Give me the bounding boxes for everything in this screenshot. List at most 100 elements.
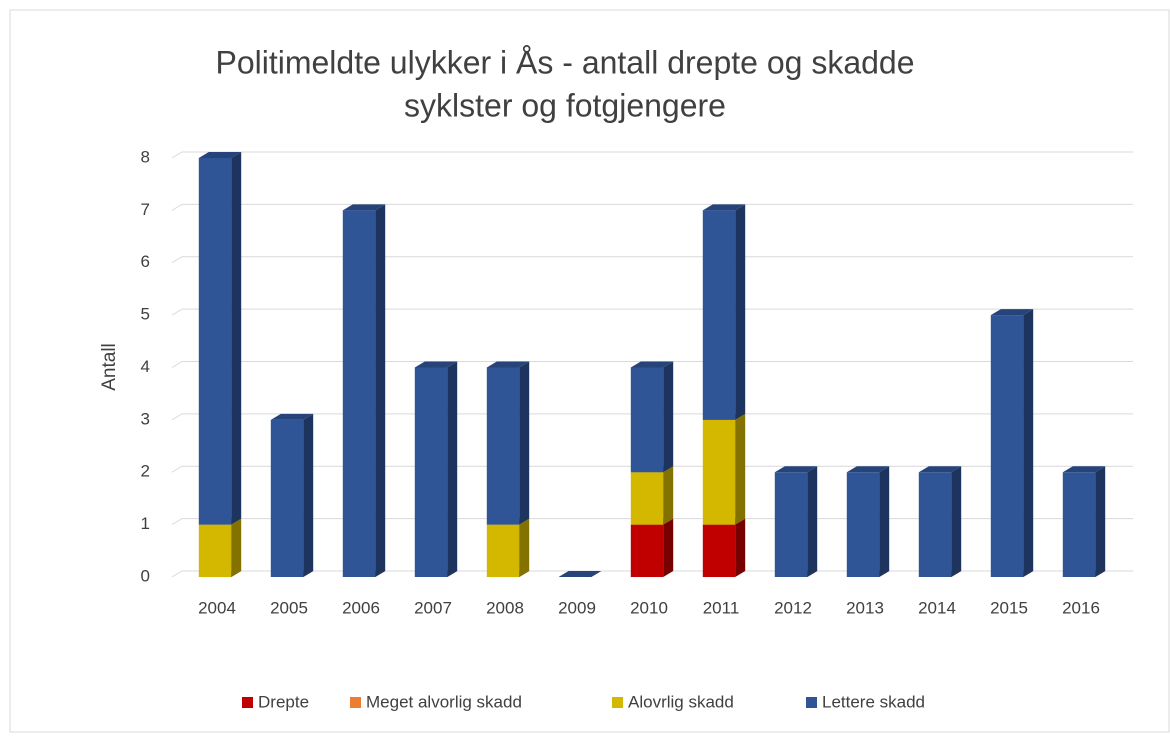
legend-label: Alovrlig skadd [628, 692, 734, 711]
legend-swatch [350, 697, 361, 708]
y-tick-label: 4 [141, 357, 150, 376]
bar-top [990, 309, 1034, 316]
bar-segment [774, 466, 818, 577]
bar-segment [558, 571, 602, 577]
bar-side [807, 466, 818, 577]
bar-front [198, 524, 232, 577]
bar-side [303, 413, 314, 577]
bar-front [630, 367, 664, 473]
grid-line [171, 203, 1133, 211]
bar-top [558, 571, 602, 577]
bar-top [1062, 466, 1106, 473]
bar-segment [198, 152, 242, 525]
bar-front [1062, 472, 1096, 577]
bar-side [663, 466, 674, 525]
bar-side [663, 518, 674, 577]
bar-top [486, 361, 530, 368]
y-tick-label: 1 [141, 514, 150, 533]
bar-front [702, 524, 736, 577]
bar-side [375, 204, 386, 577]
x-tick-label: 2004 [198, 598, 236, 617]
bar-front [774, 472, 808, 577]
bar-front [918, 472, 952, 577]
bar-side [231, 152, 242, 525]
bar-segment [630, 518, 674, 577]
bar-side [519, 361, 530, 525]
bar-top [270, 413, 314, 420]
bar-side [735, 518, 746, 577]
legend-label: Meget alvorlig skadd [366, 692, 522, 711]
bar-segment [342, 204, 386, 577]
bar-side [1023, 309, 1034, 577]
bar-side [735, 204, 746, 420]
legend-label: Drepte [258, 692, 309, 711]
legend-swatch [242, 697, 253, 708]
bar-top [918, 466, 962, 473]
bar-side [663, 361, 674, 473]
bar-segment [270, 413, 314, 577]
bar-front [198, 158, 232, 525]
bar-top [198, 152, 242, 158]
y-tick-label: 2 [141, 462, 150, 481]
legend-label: Lettere skadd [822, 692, 925, 711]
grid-line [171, 413, 1133, 421]
bar-front [486, 367, 520, 525]
legend-swatch [806, 697, 817, 708]
bar-segment [630, 361, 674, 473]
bar-segment [198, 518, 242, 577]
grid-line [171, 256, 1133, 264]
grid-line [171, 151, 1133, 159]
bar-segment [630, 466, 674, 525]
y-tick-label: 5 [141, 305, 150, 324]
y-tick-label: 7 [141, 200, 150, 219]
legend-swatch [612, 697, 623, 708]
bar-segment [702, 413, 746, 525]
bar-top [414, 361, 458, 368]
bar-front [630, 524, 664, 577]
y-tick-label: 8 [141, 147, 150, 166]
bar-segment [990, 309, 1034, 577]
bar-segment [486, 361, 530, 525]
bar-side [519, 518, 530, 577]
x-tick-label: 2015 [990, 598, 1028, 617]
bar-segment [846, 466, 890, 577]
x-tick-label: 2007 [414, 598, 452, 617]
bar-front [486, 524, 520, 577]
x-tick-label: 2008 [486, 598, 524, 617]
bar-front [630, 472, 664, 525]
grid-line [171, 361, 1133, 368]
bar-segment [702, 204, 746, 420]
x-tick-label: 2013 [846, 598, 884, 617]
x-tick-label: 2005 [270, 598, 308, 617]
y-tick-label: 6 [141, 252, 150, 271]
bar-top [774, 466, 818, 473]
bar-front [342, 210, 376, 577]
bar-front [270, 419, 304, 577]
bar-top [630, 361, 674, 368]
bar-side [1095, 466, 1106, 577]
bar-side [951, 466, 962, 577]
grid-line [171, 308, 1133, 316]
x-tick-label: 2014 [918, 598, 956, 617]
x-tick-label: 2012 [774, 598, 812, 617]
y-tick-label: 3 [141, 409, 150, 428]
y-tick-label: 0 [141, 566, 150, 585]
bar-side [735, 413, 746, 525]
bar-top [342, 204, 386, 211]
x-tick-label: 2010 [630, 598, 668, 617]
bar-front [990, 315, 1024, 577]
bar-top [846, 466, 890, 473]
x-tick-label: 2006 [342, 598, 380, 617]
chart-title: syklster og fotgjengere [404, 87, 726, 123]
bar-front [414, 367, 448, 577]
bar-front [846, 472, 880, 577]
y-axis-label: Antall [99, 343, 120, 391]
x-tick-label: 2009 [558, 598, 596, 617]
bar-front [702, 419, 736, 525]
bar-segment [1062, 466, 1106, 577]
bar-side [879, 466, 890, 577]
chart-title: Politimeldte ulykker i Ås - antall drept… [215, 44, 914, 80]
bar-front [702, 210, 736, 420]
bar-segment [414, 361, 458, 577]
